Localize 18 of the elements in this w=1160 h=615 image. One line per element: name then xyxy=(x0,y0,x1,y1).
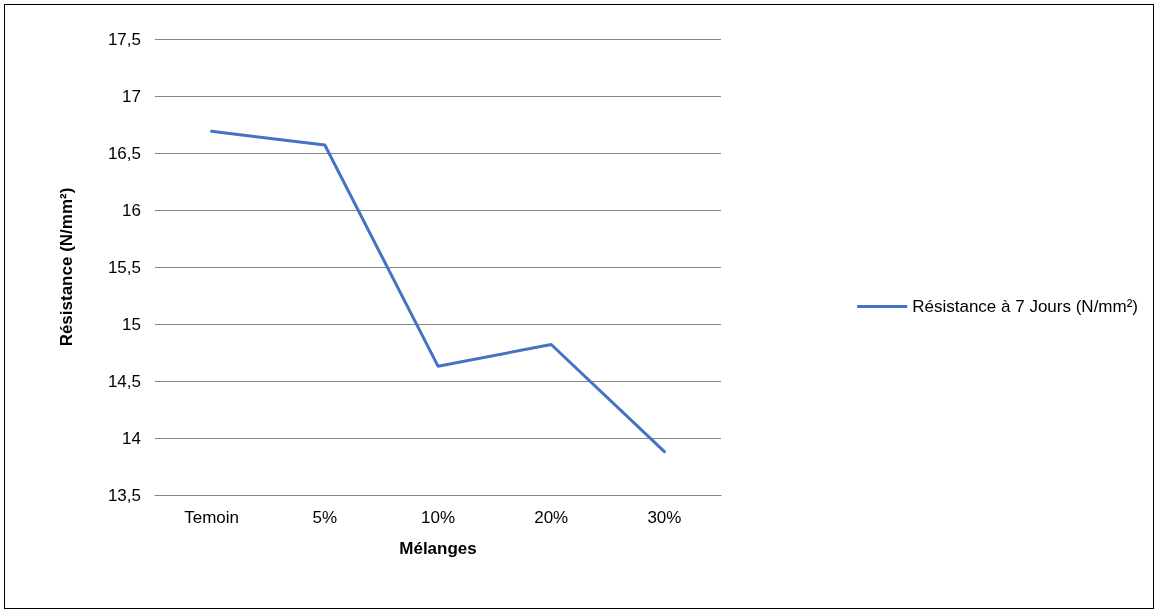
y-tick-label: 14 xyxy=(122,428,141,448)
y-tick-label: 13,5 xyxy=(107,485,141,505)
x-tick-label: 30% xyxy=(647,508,682,527)
y-tick-label: 14,5 xyxy=(107,371,141,391)
y-tick-label: 17,5 xyxy=(107,29,141,49)
y-tick-label: 15,5 xyxy=(107,257,141,277)
y-tick-label: 16 xyxy=(122,200,141,220)
x-tick-label: 10% xyxy=(420,508,456,527)
y-axis-title: Résistance (N/mm²) xyxy=(57,187,76,347)
legend-label: Résistance à 7 Jours (N/mm²) xyxy=(912,297,1139,316)
x-tick-label: 20% xyxy=(534,508,569,527)
x-tick-label: Temoin xyxy=(184,508,240,527)
y-tick-label: 15 xyxy=(122,314,141,334)
x-axis-title: Mélanges xyxy=(399,539,477,558)
line-series xyxy=(210,129,666,454)
y-tick-label: 16,5 xyxy=(107,143,141,163)
x-tick-label: 5% xyxy=(312,508,338,527)
y-tick-label: 17 xyxy=(122,86,141,106)
